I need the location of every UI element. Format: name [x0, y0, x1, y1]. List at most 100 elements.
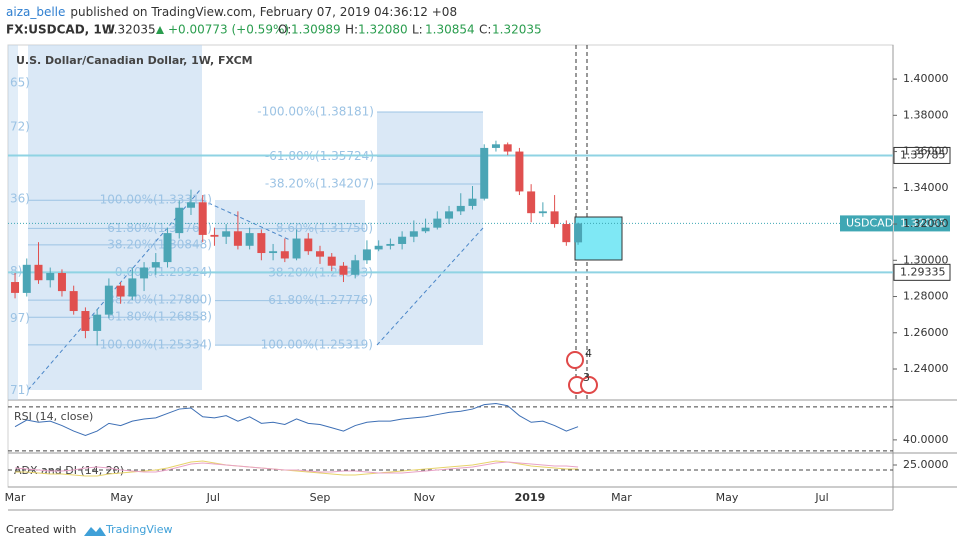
candle-body — [210, 234, 219, 237]
y-tick-label: 1.30000 — [903, 253, 949, 266]
event-icons: 4 3 — [566, 347, 598, 394]
event-icon — [566, 351, 584, 369]
candle-body — [151, 262, 160, 268]
candle-body — [163, 233, 172, 263]
y-tick-label: 25.0000 — [903, 458, 949, 471]
fib-label: -38.20%(1.34207) — [265, 177, 374, 191]
fib-label: 8.60%(1.31750) — [276, 221, 373, 235]
x-tick-label: Jul — [206, 491, 220, 504]
x-tick-label: Mar — [611, 491, 632, 504]
axis-fragment: 71) — [10, 383, 30, 397]
up-arrow — [156, 26, 164, 34]
fib-box — [28, 45, 202, 390]
published: published on TradingView.com, February 0… — [70, 5, 457, 19]
candle-body — [22, 264, 31, 293]
fib-label: 38.20%(1.30848) — [107, 237, 212, 251]
event-icon — [580, 376, 598, 394]
axis-fragment: 36) — [10, 192, 30, 206]
candle-body — [433, 218, 442, 228]
axis-fragment: 8) — [10, 264, 22, 278]
y-tick-label: 1.24000 — [903, 362, 949, 375]
fib-label: 100.00%(1.33314) — [100, 193, 212, 207]
ohlc: O: 1.30989 H: 1.32080 L: 1.30854 C: 1.32035 — [278, 23, 542, 37]
indicator-line — [14, 403, 579, 437]
y-tick-label: 1.28000 — [903, 290, 949, 303]
candle-body — [316, 251, 325, 257]
y-tick-label: 40.0000 — [903, 433, 949, 446]
axis-fragment: 97) — [10, 311, 30, 325]
x-tick-label: Mar — [5, 491, 26, 504]
candle-body — [480, 147, 489, 199]
candle-body — [515, 151, 524, 192]
brand: TradingView — [105, 523, 172, 536]
x-tick-label: Jul — [814, 491, 828, 504]
candle-body — [562, 224, 571, 243]
event-count: 4 — [585, 347, 592, 360]
candle-body — [292, 238, 301, 259]
candle-body — [398, 236, 407, 244]
y-tick-label: 1.38000 — [903, 108, 949, 121]
candle-body — [527, 191, 536, 214]
candle-body — [93, 314, 102, 331]
last-price-tag — [894, 215, 950, 232]
candle-body — [280, 251, 289, 259]
change: +0.00773 (+0.59%) — [168, 23, 289, 37]
axis-fragment: 72) — [10, 120, 30, 134]
symbol-label: USDCAD — [846, 216, 893, 229]
y-tick-label: 1.34000 — [903, 181, 949, 194]
candle-body — [11, 282, 20, 293]
candle-body — [491, 144, 500, 148]
candle-body — [233, 231, 242, 246]
candle-body — [503, 144, 512, 152]
rsi-title: RSI (14, close) — [14, 410, 93, 423]
candle-body — [245, 233, 254, 246]
level-label: 1.29335 — [900, 265, 946, 278]
trend-line — [201, 199, 291, 241]
candle-body — [409, 231, 418, 237]
candle-body — [339, 265, 348, 275]
x-tick-label: May — [716, 491, 739, 504]
fib-label: 61.80%(1.31760) — [107, 221, 212, 235]
ohlc-value: 1.32035 — [492, 23, 542, 37]
ohlc-value: 1.32080 — [358, 23, 408, 37]
level-tag — [893, 146, 951, 164]
candle-body — [175, 207, 184, 234]
fib-boxes — [8, 45, 483, 400]
fib-box — [377, 112, 483, 345]
trend-line — [27, 189, 201, 391]
event-count: 3 — [583, 371, 590, 384]
candle-body — [386, 243, 395, 246]
fib-label: 61.80%(1.26858) — [107, 310, 212, 324]
candle-body — [362, 249, 371, 261]
level-label: 1.35785 — [900, 148, 946, 161]
ohlc-key: C: — [479, 23, 491, 37]
candle-body — [456, 205, 465, 212]
last-price-label: 1.32035 — [900, 216, 946, 229]
highlight-box — [574, 216, 623, 261]
candle-body — [374, 245, 383, 250]
candle-body — [304, 238, 313, 252]
y-tick-label: 1.40000 — [903, 72, 949, 85]
ohlc-value: 1.30989 — [291, 23, 341, 37]
indicator-line — [15, 460, 579, 477]
candle-body — [269, 251, 278, 254]
candle-body — [574, 223, 583, 243]
ohlc-key: H: — [345, 23, 358, 37]
candle-body — [81, 311, 90, 331]
candle-body — [327, 256, 336, 266]
chart-title: U.S. Dollar/Canadian Dollar, 1W, FXCM — [16, 54, 253, 67]
created-with: Created with — [6, 523, 76, 536]
candle-body — [538, 211, 547, 214]
fib-label: 61.80%(1.27776) — [268, 293, 373, 307]
y-tick-label: 1.26000 — [903, 326, 949, 339]
candle-body — [445, 211, 454, 219]
candle-body — [468, 198, 477, 206]
candle-body — [46, 272, 55, 281]
fib-label: -100.00%(1.38181) — [257, 105, 374, 119]
candle-body — [198, 202, 207, 235]
author: aiza_belle — [6, 5, 65, 19]
candle-body — [351, 260, 360, 275]
x-tick-label: 2019 — [515, 491, 546, 504]
